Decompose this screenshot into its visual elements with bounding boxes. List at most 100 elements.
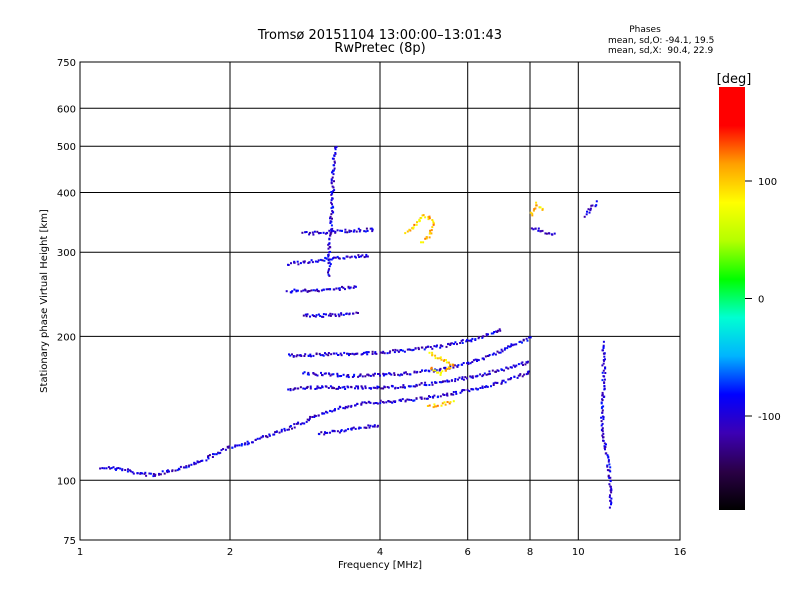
data-point <box>515 343 518 346</box>
data-point <box>330 179 333 182</box>
data-point <box>350 404 353 407</box>
data-point <box>309 415 312 418</box>
data-point <box>417 346 420 349</box>
data-point <box>289 425 292 427</box>
data-point <box>602 436 605 439</box>
data-point <box>362 351 365 354</box>
data-point <box>354 387 356 390</box>
colorbar-label: [deg] <box>717 72 752 87</box>
data-point <box>331 410 334 413</box>
data-point <box>488 370 491 373</box>
data-point <box>485 373 488 376</box>
data-point <box>317 290 320 293</box>
data-point <box>469 362 472 365</box>
data-point <box>205 459 208 462</box>
data-point <box>426 397 429 400</box>
data-point <box>303 260 306 263</box>
data-point <box>313 416 316 418</box>
data-point <box>401 373 404 376</box>
data-point <box>295 355 298 358</box>
data-point <box>431 351 434 354</box>
data-point <box>424 381 427 384</box>
data-point <box>313 414 316 417</box>
data-point <box>479 387 482 389</box>
data-point <box>420 382 423 385</box>
data-point <box>321 412 324 415</box>
data-point <box>351 352 354 355</box>
data-point <box>433 403 436 406</box>
data-point <box>171 470 174 473</box>
data-point <box>471 388 473 391</box>
data-point <box>443 401 446 404</box>
data-point <box>428 217 431 220</box>
data-point <box>238 444 241 447</box>
data-point <box>352 286 355 289</box>
data-point <box>332 211 335 214</box>
data-point <box>367 351 370 354</box>
data-point <box>304 353 307 356</box>
data-point <box>383 373 386 376</box>
data-point <box>469 375 472 378</box>
data-point <box>435 345 438 348</box>
data-point <box>334 152 337 154</box>
data-point <box>374 386 377 389</box>
data-point <box>372 425 374 428</box>
data-point <box>425 384 428 387</box>
data-point <box>588 211 591 214</box>
data-point <box>457 364 460 367</box>
data-point <box>404 232 407 235</box>
data-point <box>179 465 182 468</box>
data-point <box>450 342 453 345</box>
data-point <box>389 372 391 375</box>
data-point <box>429 229 432 232</box>
data-points <box>99 146 613 509</box>
gridlines <box>80 62 680 540</box>
data-point <box>520 362 523 365</box>
data-point <box>517 363 520 366</box>
data-point <box>266 436 269 439</box>
data-point <box>402 384 405 387</box>
data-point <box>494 381 497 384</box>
data-point <box>335 352 338 355</box>
data-point <box>527 370 530 373</box>
data-point <box>317 259 320 262</box>
data-point <box>397 350 400 353</box>
data-point <box>601 379 604 382</box>
data-point <box>424 369 427 372</box>
data-point <box>309 353 312 356</box>
data-point <box>342 313 345 316</box>
data-point <box>425 236 428 239</box>
data-point <box>329 385 332 388</box>
data-point <box>412 348 415 351</box>
data-point <box>544 232 547 235</box>
data-point <box>416 221 418 224</box>
data-point <box>439 356 442 359</box>
data-point <box>341 229 343 232</box>
data-point <box>425 346 427 349</box>
data-point <box>327 352 330 354</box>
data-point <box>487 373 490 376</box>
data-point <box>532 209 535 212</box>
data-point <box>379 374 381 377</box>
y-axis-ticks: 75 100 200 300 400 500 600 750 <box>57 58 76 547</box>
data-point <box>338 385 340 388</box>
data-point <box>436 404 439 407</box>
colorbar-tick-label: 100 <box>758 177 777 188</box>
data-point <box>330 207 333 210</box>
data-point <box>440 404 443 407</box>
data-point <box>496 381 499 384</box>
data-point <box>363 401 366 404</box>
data-point <box>602 369 605 372</box>
data-point <box>325 257 328 260</box>
data-point <box>600 429 603 432</box>
data-point <box>471 361 474 363</box>
data-point <box>608 483 611 486</box>
data-point <box>330 224 333 227</box>
stats-heading: Phases <box>629 25 661 35</box>
data-point <box>285 290 288 293</box>
data-point <box>366 229 369 232</box>
data-point <box>183 466 186 469</box>
data-point <box>421 369 424 372</box>
data-point <box>322 313 325 316</box>
data-point <box>365 351 368 354</box>
